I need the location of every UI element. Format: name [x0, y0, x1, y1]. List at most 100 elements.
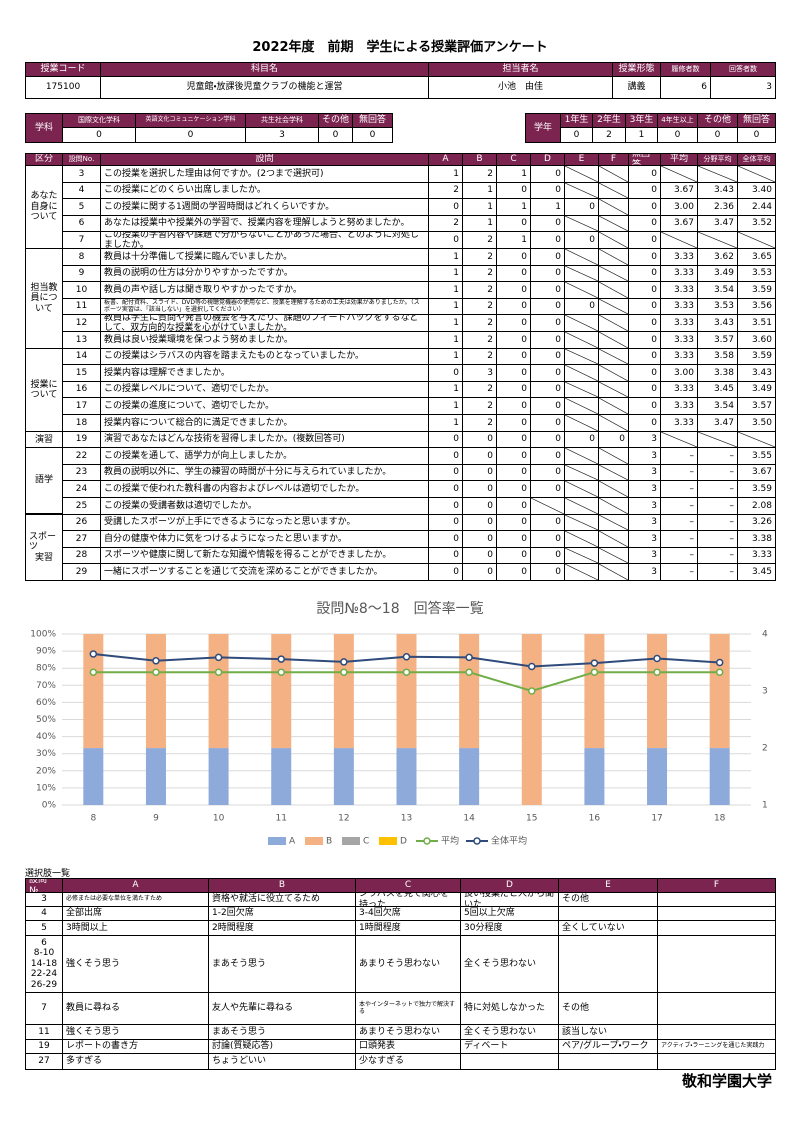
empty-cell: [564, 514, 599, 531]
field-avg: 3.43: [697, 182, 738, 199]
group-label: スポーツ 実習: [25, 514, 63, 581]
line-marker: [528, 662, 536, 671]
answer-count: 0: [428, 563, 463, 581]
choice-option: ペア/グループ・ワーク: [558, 1039, 658, 1054]
answer-count: 0: [462, 563, 497, 581]
line-marker: [214, 668, 223, 676]
course-value: 175100: [25, 76, 101, 99]
group-label-line: ついて: [30, 390, 58, 400]
no-answer-count: 0: [628, 381, 661, 398]
answer-count: 0: [428, 464, 463, 481]
field-avg: 3.54: [697, 281, 738, 299]
choice-option: 全部出席: [62, 906, 209, 921]
course-header: 担当者名: [428, 62, 613, 77]
empty-cell: [697, 431, 738, 448]
answer-count: 2: [462, 231, 497, 249]
avg: 3.67: [660, 182, 698, 199]
empty-cell: [564, 248, 599, 266]
overall-avg: 3.43: [737, 364, 776, 382]
field-avg: 3.57: [697, 331, 738, 349]
answer-count: 0: [462, 431, 497, 448]
avg: 3.33: [660, 348, 698, 365]
legend-marker: [473, 837, 481, 845]
legend-marker: [423, 837, 431, 845]
field-avg: 3.47: [697, 215, 738, 232]
overall-avg: 3.26: [737, 514, 776, 531]
overall-avg: 3.38: [737, 530, 776, 548]
overall-avg: 3.57: [737, 397, 776, 415]
field-avg: 3.54: [697, 397, 738, 415]
question-no: 29: [62, 563, 101, 581]
empty-cell: [657, 992, 776, 1025]
line-marker: [89, 668, 98, 676]
answer-count: 0: [530, 265, 565, 282]
avg: 3.33: [660, 381, 698, 398]
choice-option: 必修または必要な単位を満たすため: [62, 892, 209, 907]
line-marker: [715, 658, 724, 667]
answer-count: 2: [462, 248, 497, 266]
empty-cell: [697, 231, 738, 249]
avg: 3.33: [660, 397, 698, 415]
bar-segment: [145, 748, 166, 805]
question-text: この授業の進度について、適切でしたか。: [100, 397, 429, 415]
empty-cell: [598, 514, 629, 531]
avg: –: [660, 497, 698, 515]
group-label-line: スポーツ: [29, 531, 57, 553]
overall-avg: 3.67: [737, 464, 776, 481]
empty-cell: [598, 182, 629, 199]
page-title: 2022年度 前期 学生による授業評価アンケート: [252, 40, 548, 55]
line-marker: [590, 659, 599, 667]
avg: –: [660, 547, 698, 564]
avg: –: [660, 563, 698, 581]
answer-count: 0: [530, 431, 565, 448]
answer-count: 0: [496, 547, 531, 564]
overall-avg: 2.44: [737, 198, 776, 216]
y-tick-label: 40%: [36, 732, 56, 742]
x-tick-label: 18: [714, 814, 726, 824]
choice-no-line: 8-10: [33, 948, 55, 959]
department-header: 国際文化学科: [62, 113, 136, 128]
bar-segment: [208, 634, 229, 749]
choices-header: F: [657, 878, 776, 893]
avg: 3.33: [660, 248, 698, 266]
question-text: 教員は良い授業環境を保つよう努めましたか。: [100, 331, 429, 349]
empty-cell: [657, 892, 776, 907]
answer-count: 0: [496, 182, 531, 199]
field-avg: 3.53: [697, 298, 738, 315]
answer-count: 0: [462, 497, 497, 515]
question-text: この授業に関する1週間の学習時間はどれくらいですか。: [100, 198, 429, 216]
question-text: 自分の健康や体力に気をつけるようになったと思いますか。: [100, 530, 429, 548]
choice-option: 30分程度: [460, 920, 559, 936]
choice-option: 良い授業だと人から聞いた: [460, 892, 559, 907]
x-tick-label: 8: [90, 814, 96, 824]
choice-no: 5: [25, 920, 63, 936]
x-tick-label: 14: [463, 814, 475, 824]
overall-avg: 3.59: [737, 348, 776, 365]
no-answer-count: 0: [628, 231, 661, 249]
choice-option: レポートの書き方: [62, 1039, 209, 1054]
field-avg: –: [697, 464, 738, 481]
overall-avg: 3.59: [737, 281, 776, 299]
overall-avg: 3.49: [737, 381, 776, 398]
x-tick-label: 12: [338, 814, 349, 824]
course-header: 授業形態: [612, 62, 661, 77]
no-answer-count: 0: [628, 348, 661, 365]
question-text: 受講したスポーツが上手にできるようになったと思いますか。: [100, 514, 429, 531]
answer-count: 0: [462, 514, 497, 531]
answer-count: 0: [496, 348, 531, 365]
field-avg: –: [697, 480, 738, 498]
answer-count: 0: [530, 547, 565, 564]
answer-count: 1: [428, 331, 463, 349]
bar-segment: [647, 748, 668, 805]
answer-count: 0: [564, 198, 599, 216]
choice-option: 全くしていない: [558, 920, 658, 936]
answer-count: 0: [496, 215, 531, 232]
course-value: 小池 由佳: [428, 76, 613, 99]
answer-count: 0: [530, 480, 565, 498]
empty-cell: [598, 364, 629, 382]
choice-option: あまりそう思わない: [355, 935, 461, 993]
answer-count: 0: [564, 298, 599, 315]
choice-no-line: 27: [38, 1056, 50, 1067]
question-text: 板書、配付資料、スライド、DVD等の視聴覚機器の使用など、授業を理解するための工…: [100, 298, 429, 315]
